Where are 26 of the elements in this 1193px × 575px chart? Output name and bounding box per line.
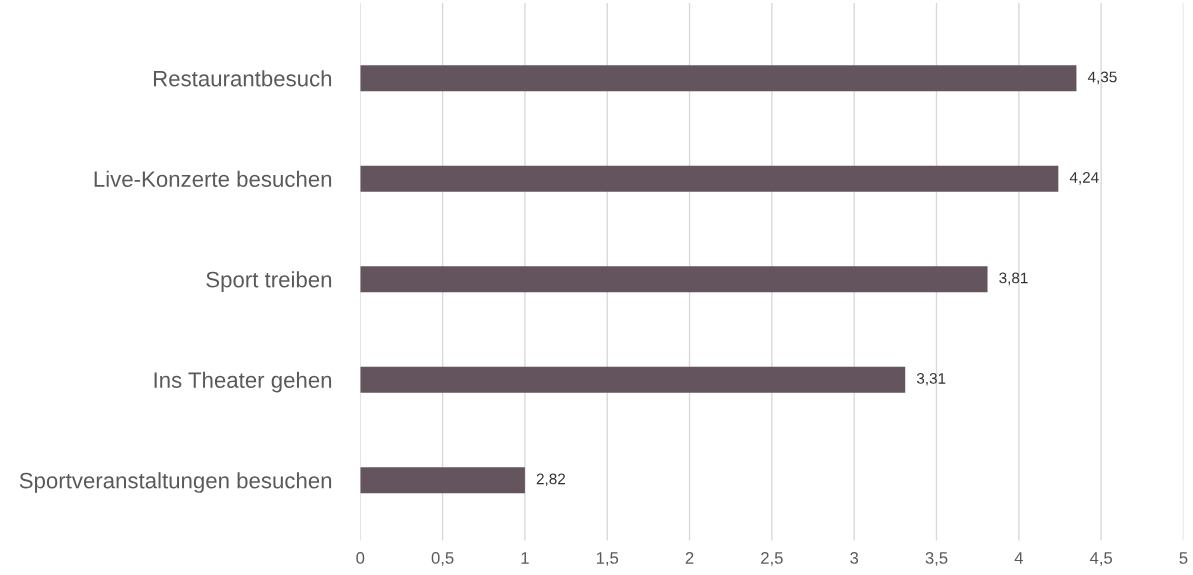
x-tick-label: 4 [1014, 552, 1023, 564]
x-tick-label: 5 [1179, 552, 1188, 564]
data-label: 4,24 [1069, 172, 1099, 185]
x-tick-label: 0 [356, 552, 365, 564]
x-tick-label: 1,5 [596, 552, 619, 566]
x-tick-label: 1 [521, 552, 529, 564]
bar [360, 467, 525, 494]
y-tick-label: Ins Theater gehen [154, 371, 332, 393]
bar [360, 65, 1077, 92]
y-tick-label: Sport treiben [206, 271, 332, 292]
annotation: 2,82 [536, 473, 565, 487]
x-tick-label: 2 [685, 552, 694, 564]
x-tick-label: 0,5 [431, 552, 454, 566]
data-label: 3,31 [916, 373, 946, 386]
y-tick-label: Live-Konzerte besuchen [94, 170, 332, 187]
x-tick-label: 4,5 [1089, 552, 1113, 566]
bar [360, 165, 1059, 192]
x-tick-label: 2,5 [761, 552, 783, 566]
x-tick-label: 3 [850, 552, 859, 564]
data-label: 4,35 [1087, 71, 1117, 85]
x-tick-label: 3,5 [925, 552, 948, 566]
bar [360, 266, 988, 293]
y-tick-label: Sportveranstaltungen besuchen [19, 472, 332, 493]
y-tick-label: Restaurantbesuch [153, 70, 332, 87]
bar [360, 366, 906, 393]
data-label: 3,81 [999, 272, 1028, 286]
